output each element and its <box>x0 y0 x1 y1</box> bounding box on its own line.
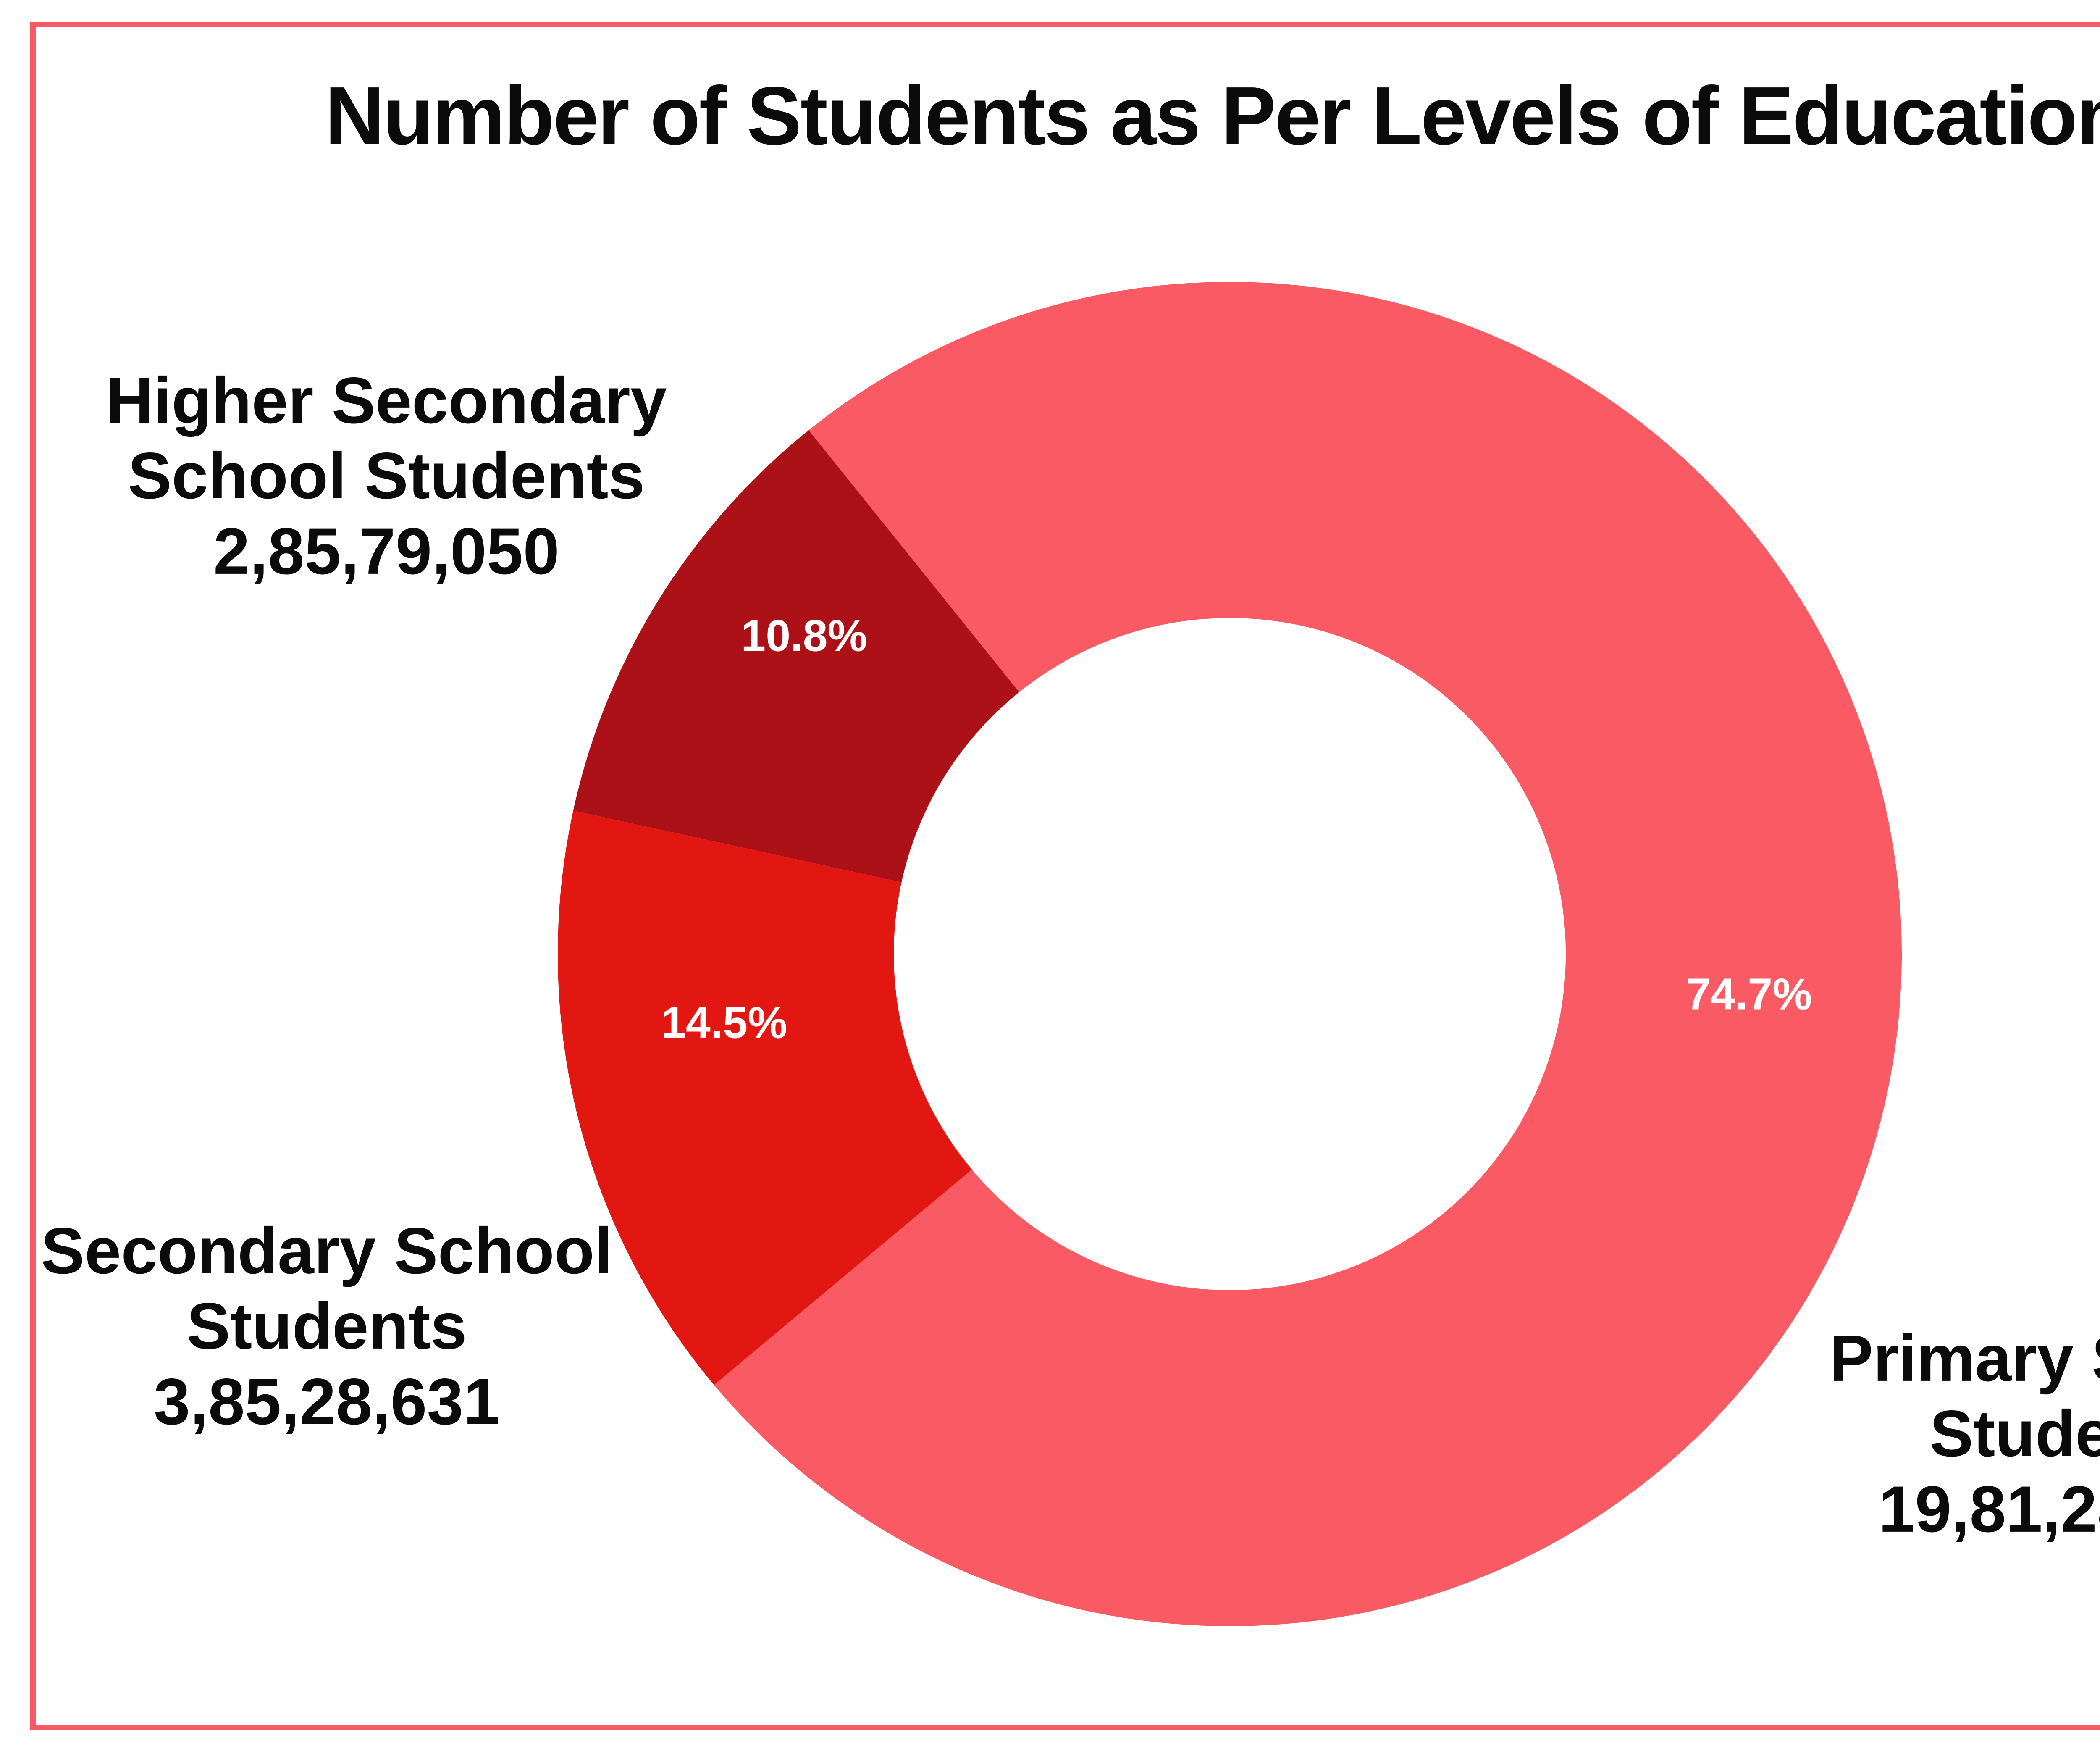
donut-slice-secondary-school-students[interactable] <box>558 810 972 1385</box>
donut-slice-higher-secondary-school-students[interactable] <box>573 430 1019 883</box>
chart-title: Number of Students as Per Levels of Educ… <box>325 70 2100 162</box>
donut-slice-primary-school-students[interactable] <box>714 281 1902 1626</box>
